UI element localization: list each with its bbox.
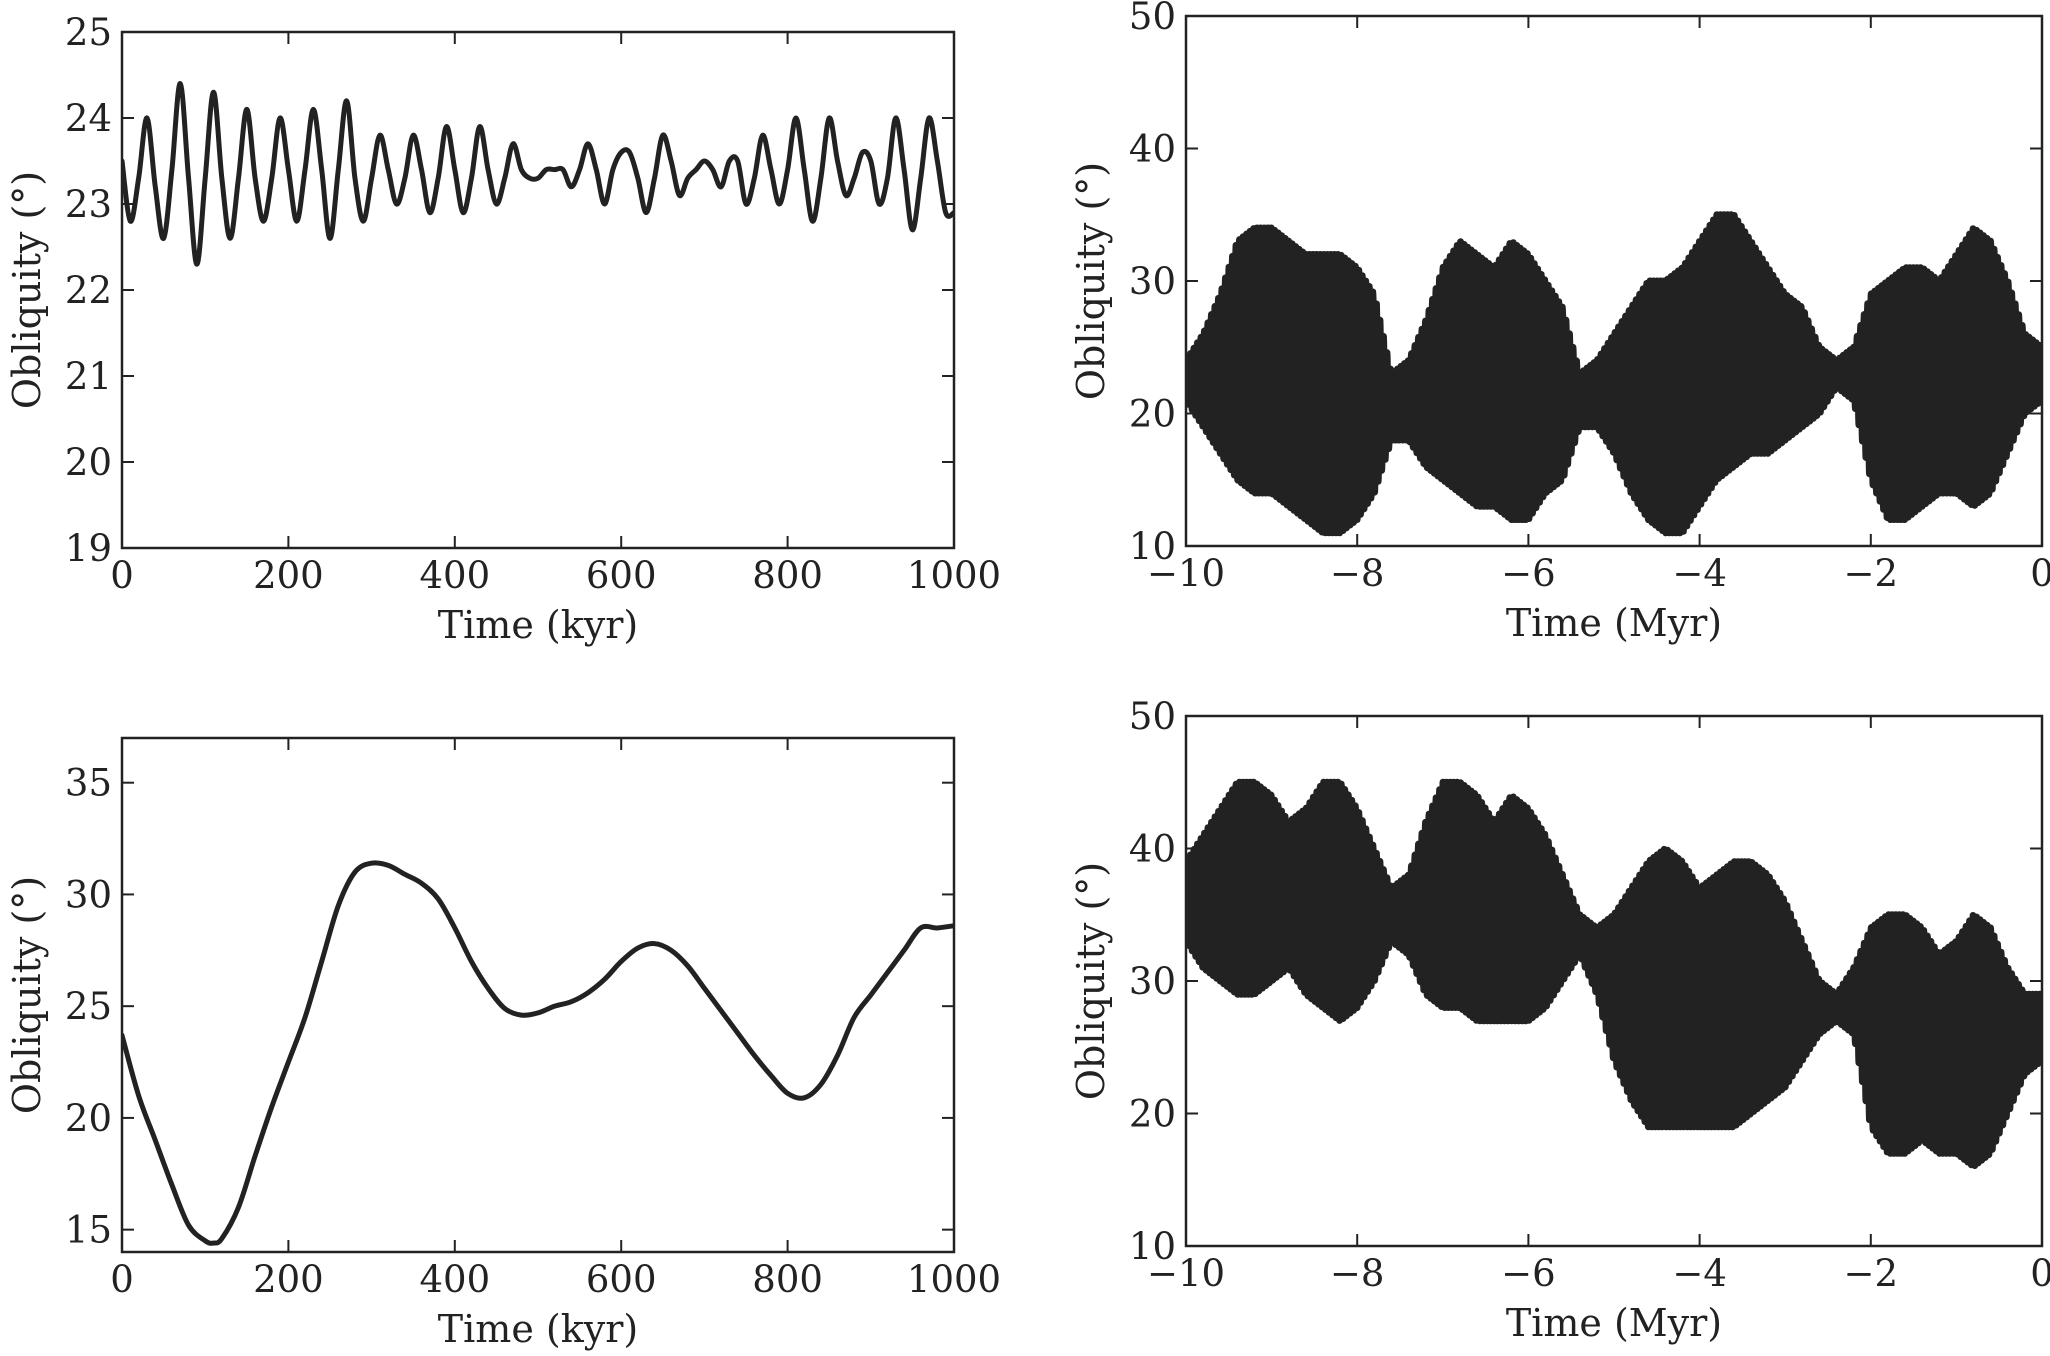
x-tick-label: 0: [110, 1258, 134, 1301]
y-tick-label: 30: [1129, 960, 1176, 1003]
y-tick-label: 25: [65, 985, 112, 1028]
y-tick-label: 22: [65, 269, 112, 312]
y-tick-label: 24: [65, 97, 112, 140]
series-line-top-left-0: [122, 81, 954, 267]
y-tick-label: 50: [1129, 695, 1176, 738]
y-axis-label: Obliquity (°): [5, 171, 49, 409]
y-tick-label: 21: [65, 355, 112, 398]
x-tick-label: 600: [586, 554, 657, 597]
x-tick-label: 200: [253, 554, 324, 597]
x-tick-label: −10: [1147, 1252, 1225, 1295]
chart-top-left: 0 200 400 600 800 1000 19 20 21 22 23 24 25 Time (kyr…: [5, 11, 1001, 647]
x-tick-label: −2: [1844, 552, 1899, 595]
series-line-bottom-left-0: [122, 860, 954, 1246]
y-tick-label: 20: [65, 441, 112, 484]
y-axis-label: Obliquity (°): [5, 876, 49, 1114]
y-tick-label: 10: [1129, 525, 1176, 568]
y-tick-label: 15: [65, 1209, 112, 1252]
x-tick-label: 800: [752, 554, 823, 597]
y-tick-label: 20: [1129, 1093, 1176, 1136]
y-tick-label: 25: [65, 11, 112, 54]
x-tick-label: 1000: [907, 554, 1001, 597]
x-tick-label: 400: [419, 1258, 490, 1301]
x-tick-label: 0: [2030, 1252, 2050, 1295]
plot-frame-bottom-left: [120, 736, 956, 1254]
y-tick-label: 23: [65, 183, 112, 226]
y-tick-label: 40: [1129, 828, 1176, 871]
x-tick-label: −2: [1844, 1252, 1899, 1295]
x-tick-label: 200: [253, 1258, 324, 1301]
x-tick-label: −6: [1501, 552, 1556, 595]
x-tick-label: 400: [419, 554, 490, 597]
x-axis-label: Time (Myr): [1506, 1301, 1722, 1345]
y-axis-label: Obliquity (°): [1069, 162, 1113, 400]
x-tick-label: −10: [1147, 552, 1225, 595]
y-tick-label: 10: [1129, 1225, 1176, 1268]
x-axis-label: Time (Myr): [1506, 601, 1722, 645]
y-tick-label: 20: [65, 1097, 112, 1140]
x-axis-label: Time (kyr): [438, 603, 638, 647]
chart-bottom-right: −10 −8 −6 −4 −2 0 10 20 30 40 50 Time (Myr) Obliquit…: [1069, 695, 2050, 1345]
x-tick-label: −8: [1330, 552, 1385, 595]
x-tick-label: −4: [1672, 552, 1727, 595]
x-axis-label: Time (kyr): [438, 1307, 638, 1351]
y-tick-label: 19: [65, 527, 112, 570]
chart-top-right: −10 −8 −6 −4 −2 0 10 20 30 40 50 Time (Myr) Obliquit…: [1069, 0, 2050, 645]
x-tick-label: −6: [1501, 1252, 1556, 1295]
x-tick-label: 800: [752, 1258, 823, 1301]
y-tick-label: 50: [1129, 0, 1176, 38]
x-tick-label: 600: [586, 1258, 657, 1301]
x-tick-label: 0: [110, 554, 134, 597]
y-tick-label: 40: [1129, 128, 1176, 171]
y-tick-label: 20: [1129, 393, 1176, 436]
x-tick-label: 1000: [907, 1258, 1001, 1301]
y-axis-label: Obliquity (°): [1069, 862, 1113, 1100]
y-tick-label: 30: [65, 873, 112, 916]
y-tick-label: 30: [1129, 260, 1176, 303]
x-tick-label: −8: [1330, 1252, 1385, 1295]
chart-bottom-left: 0 200 400 600 800 1000 15 20 25 30 35 Time (kyr) Obl…: [5, 736, 1001, 1351]
x-tick-label: 0: [2030, 552, 2050, 595]
series-line-bottom-right-0: [1186, 778, 2042, 1170]
y-tick-label: 35: [65, 762, 112, 805]
x-tick-label: −4: [1672, 1252, 1727, 1295]
series-line-top-right-0: [1186, 211, 2042, 537]
